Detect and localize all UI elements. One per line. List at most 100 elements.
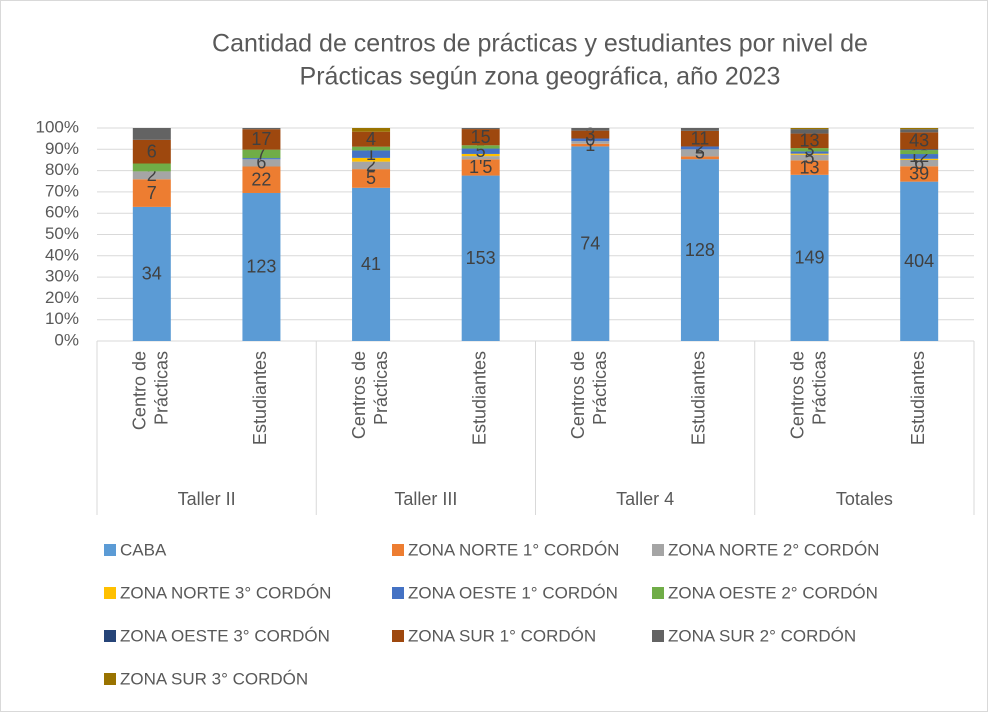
bar-segment — [790, 160, 829, 175]
y-tick-label: 50% — [45, 224, 79, 243]
bar-segment — [242, 166, 281, 193]
data-label: 5 — [366, 168, 376, 188]
data-label: 13 — [800, 157, 820, 177]
bar-segment — [571, 143, 610, 147]
data-label: 6 — [147, 141, 157, 161]
legend-swatch — [652, 544, 664, 556]
data-label: 5 — [695, 143, 705, 163]
bar-segment — [900, 166, 939, 182]
legend-swatch — [392, 630, 404, 642]
group-label: Taller II — [178, 489, 236, 509]
bar-segment — [461, 148, 500, 154]
bar-segment — [132, 179, 171, 207]
data-label: 1 — [585, 135, 595, 155]
bar-segment — [461, 145, 500, 149]
x-tick-label: Prácticas — [590, 351, 610, 425]
legend-label: ZONA NORTE 3° CORDÓN — [120, 583, 331, 602]
group-label: Totales — [836, 489, 893, 509]
y-tick-label: 20% — [45, 288, 79, 307]
legend-swatch — [104, 673, 116, 685]
legend-swatch — [104, 544, 116, 556]
x-tick-label: Prácticas — [371, 351, 391, 425]
y-tick-label: 30% — [45, 267, 79, 286]
y-tick-label: 0% — [54, 330, 79, 349]
data-label: 39 — [909, 164, 929, 184]
legend-label: ZONA OESTE 3° CORDÓN — [120, 626, 330, 645]
bar-segment — [461, 153, 500, 157]
bar-segment — [352, 150, 391, 158]
bar-segment — [900, 181, 939, 341]
bar-segment — [680, 130, 719, 147]
x-tick-label: Estudiantes — [689, 351, 709, 445]
y-tick-label: 70% — [45, 181, 79, 200]
data-label: 5 — [805, 147, 815, 167]
bar-segment — [242, 129, 281, 150]
data-label: 7 — [147, 183, 157, 203]
legend-swatch — [392, 544, 404, 556]
bar-segment — [571, 128, 610, 131]
bar-segment — [790, 128, 829, 130]
x-tick-label: Centros de — [568, 351, 588, 439]
data-label: 15 — [471, 127, 491, 147]
data-label: 34 — [142, 264, 162, 284]
bar-segment — [571, 141, 610, 144]
bar-segment — [571, 130, 610, 139]
bar-segment — [242, 192, 281, 341]
bar-segment — [900, 159, 939, 167]
bar-segment — [790, 154, 829, 161]
data-label: 153 — [466, 248, 496, 268]
y-tick-label: 60% — [45, 203, 79, 222]
data-label: 74 — [580, 233, 600, 253]
x-tick-label: Prácticas — [152, 351, 172, 425]
y-tick-label: 100% — [36, 117, 79, 136]
legend-swatch — [652, 587, 664, 599]
bar-segment — [132, 139, 171, 164]
legend-swatch — [392, 587, 404, 599]
bar-segment — [352, 161, 391, 170]
data-label: 0 — [585, 130, 595, 150]
x-tick-label: Centros de — [787, 351, 807, 439]
data-label: 13 — [800, 131, 820, 151]
bar-segment — [790, 153, 829, 155]
bar-segment — [461, 175, 500, 341]
bar-segment — [680, 156, 719, 160]
data-label: 43 — [909, 131, 929, 151]
bar-segment — [790, 151, 829, 154]
data-label: 3 — [805, 139, 815, 159]
data-label: 6 — [256, 153, 266, 173]
bar-segment — [900, 150, 939, 155]
bar-segment — [680, 149, 719, 157]
x-tick-label: Estudiantes — [469, 351, 489, 445]
bar-segment — [352, 146, 391, 151]
bar-segment — [790, 148, 829, 152]
bar-segment — [461, 156, 500, 160]
bar-segment — [132, 128, 171, 140]
bar-segment — [900, 129, 939, 133]
bar-segment — [680, 128, 719, 131]
bar-segment — [900, 149, 939, 151]
bar-segment — [352, 187, 391, 341]
y-tick-label: 40% — [45, 245, 79, 264]
data-label: 22 — [251, 169, 271, 189]
group-label: Taller 4 — [616, 489, 674, 509]
bar-segment — [790, 133, 829, 149]
bar-segment — [242, 128, 281, 130]
legend-label: ZONA SUR 1° CORDÓN — [408, 626, 596, 645]
bar-segment — [461, 128, 500, 130]
data-label: 41 — [361, 254, 381, 274]
x-tick-label: Estudiantes — [908, 351, 928, 445]
bar-segment — [242, 158, 281, 160]
bar-segment — [352, 169, 391, 188]
data-label: 5 — [476, 141, 486, 161]
x-tick-label: Centros de — [349, 351, 369, 439]
bar-segment — [242, 149, 281, 159]
data-label: 404 — [904, 251, 934, 271]
bar-segment — [132, 206, 171, 341]
legend-label: ZONA OESTE 2° CORDÓN — [668, 583, 878, 602]
data-label: 11 — [691, 128, 710, 148]
group-label: Taller III — [394, 489, 457, 509]
bar-segment — [132, 163, 171, 172]
legend-swatch — [652, 630, 664, 642]
data-label: 2 — [366, 155, 376, 175]
